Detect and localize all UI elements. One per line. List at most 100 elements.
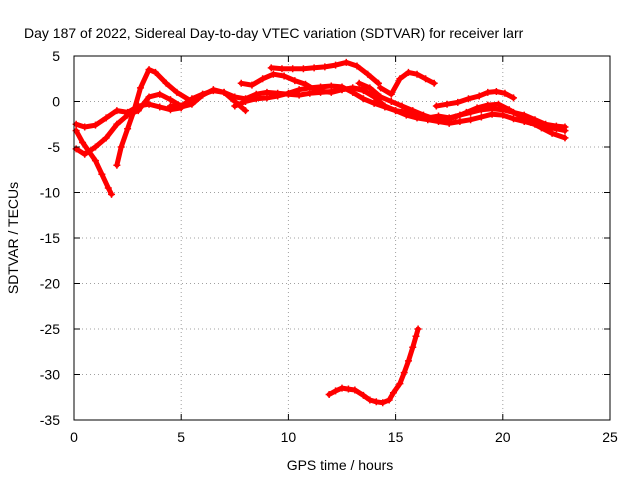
series-arc-11 bbox=[432, 87, 518, 110]
data-point bbox=[166, 102, 174, 110]
chart-title: Day 187 of 2022, Sidereal Day-to-day VTE… bbox=[24, 25, 524, 41]
data-point bbox=[477, 113, 485, 121]
x-tick-label: 15 bbox=[388, 429, 404, 445]
data-point bbox=[274, 92, 282, 100]
data-point bbox=[495, 100, 503, 108]
data-point bbox=[124, 125, 132, 133]
data-point bbox=[338, 384, 346, 392]
data-point bbox=[501, 89, 509, 97]
data-point bbox=[404, 68, 412, 76]
y-tick-label: -35 bbox=[40, 412, 60, 428]
data-point bbox=[156, 103, 164, 111]
series-arc-8 bbox=[267, 58, 382, 87]
x-axis-label: GPS time / hours bbox=[287, 457, 394, 473]
grid-lines bbox=[74, 56, 610, 420]
data-point bbox=[454, 98, 462, 106]
data-point bbox=[91, 143, 99, 151]
x-tick-label: 25 bbox=[602, 429, 618, 445]
data-point bbox=[162, 79, 170, 87]
data-point bbox=[505, 106, 513, 114]
data-point bbox=[561, 127, 569, 135]
data-point bbox=[385, 396, 393, 404]
data-point bbox=[381, 103, 389, 111]
y-axis-label: SDTVAR / TECUs bbox=[5, 182, 21, 294]
data-point bbox=[400, 369, 408, 377]
data-point bbox=[412, 332, 420, 340]
data-point bbox=[108, 190, 116, 198]
data-point bbox=[404, 357, 412, 365]
data-point bbox=[402, 111, 410, 119]
data-point bbox=[456, 118, 464, 126]
data-point bbox=[338, 83, 346, 91]
series-trace bbox=[114, 67, 248, 168]
data-point bbox=[199, 91, 207, 99]
data-point bbox=[510, 94, 518, 102]
data-point bbox=[306, 84, 314, 92]
data-point bbox=[102, 134, 110, 142]
data-point bbox=[430, 115, 438, 123]
data-point bbox=[117, 143, 125, 151]
data-point bbox=[209, 86, 217, 94]
data-point bbox=[359, 95, 367, 103]
data-point bbox=[413, 114, 421, 122]
data-point bbox=[387, 90, 395, 98]
data-point bbox=[177, 103, 185, 111]
data-point bbox=[173, 88, 181, 96]
data-point bbox=[98, 170, 106, 178]
data-point bbox=[130, 107, 138, 115]
data-point bbox=[280, 72, 288, 80]
data-point bbox=[291, 77, 299, 85]
data-point bbox=[263, 94, 271, 102]
data-point bbox=[289, 65, 297, 73]
data-point bbox=[231, 93, 239, 101]
data-point bbox=[332, 61, 340, 69]
data-point bbox=[325, 391, 333, 399]
data-point bbox=[145, 66, 153, 74]
data-point bbox=[473, 104, 481, 112]
data-point bbox=[377, 93, 385, 101]
data-point bbox=[327, 88, 335, 96]
data-point bbox=[269, 70, 277, 78]
data-point bbox=[452, 113, 460, 121]
data-point bbox=[379, 399, 387, 407]
data-point bbox=[552, 125, 560, 133]
y-tick-label: 5 bbox=[52, 48, 60, 64]
data-point bbox=[242, 98, 250, 105]
data-point bbox=[104, 184, 112, 192]
series-trace bbox=[232, 83, 568, 134]
data-point bbox=[231, 102, 239, 110]
axis-ticks: 0 5 10 15 20 25 5 0 -5 -10 -15 -20 -25 -30 -35 bbox=[40, 48, 618, 445]
data-point bbox=[136, 84, 144, 92]
y-tick-label: -15 bbox=[40, 230, 60, 246]
data-point bbox=[299, 65, 307, 73]
data-point bbox=[353, 62, 361, 70]
data-point bbox=[419, 111, 427, 119]
data-point bbox=[398, 102, 406, 110]
data-point bbox=[510, 115, 518, 123]
data-point bbox=[414, 325, 422, 333]
data-point bbox=[278, 65, 286, 73]
data-point bbox=[91, 121, 99, 129]
data-point bbox=[372, 398, 380, 406]
data-point bbox=[396, 380, 404, 388]
data-point bbox=[430, 79, 438, 87]
data-point bbox=[79, 138, 87, 146]
series-arc-9 bbox=[355, 79, 569, 142]
x-tick-label: 0 bbox=[70, 429, 78, 445]
data-point bbox=[156, 90, 164, 98]
data-point bbox=[166, 96, 174, 104]
data-point bbox=[252, 95, 260, 103]
data-point bbox=[422, 75, 430, 83]
data-point bbox=[145, 100, 153, 108]
y-tick-label: -10 bbox=[40, 185, 60, 201]
data-point bbox=[242, 107, 250, 115]
data-point bbox=[432, 102, 440, 110]
data-point bbox=[389, 389, 397, 397]
data-point bbox=[377, 84, 385, 92]
data-point bbox=[475, 92, 483, 100]
data-point bbox=[488, 110, 496, 118]
data-point bbox=[548, 129, 556, 137]
data-point bbox=[145, 93, 153, 101]
data-point bbox=[237, 79, 245, 87]
data-point bbox=[81, 150, 89, 158]
